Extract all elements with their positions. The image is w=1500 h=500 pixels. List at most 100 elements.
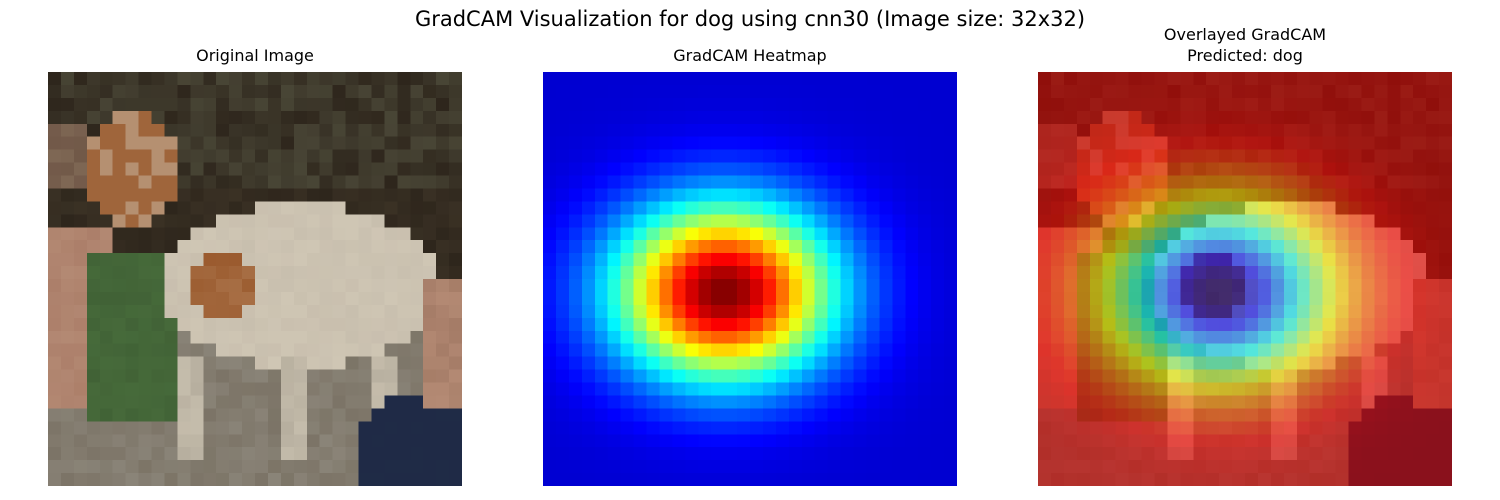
pixel <box>1206 201 1220 215</box>
pixel <box>1050 434 1065 448</box>
pixel <box>73 72 88 86</box>
pixel <box>125 188 139 202</box>
pixel <box>1206 421 1220 435</box>
pixel <box>48 330 62 344</box>
pixel <box>164 369 178 383</box>
pixel <box>1115 369 1129 383</box>
pixel <box>332 460 346 474</box>
pixel <box>1180 136 1194 150</box>
pixel <box>1102 84 1116 99</box>
pixel <box>293 123 308 137</box>
pixel <box>879 291 893 306</box>
pixel <box>255 123 269 137</box>
pixel <box>1335 97 1349 112</box>
pixel <box>293 473 308 486</box>
pixel <box>1154 214 1168 228</box>
pixel <box>229 356 243 370</box>
pixel <box>1387 240 1401 254</box>
pixel <box>607 201 621 215</box>
pixel <box>750 253 764 267</box>
pixel <box>594 84 608 99</box>
pixel <box>581 84 596 99</box>
pixel <box>280 227 295 241</box>
pixel <box>1296 266 1310 280</box>
pixel <box>280 136 295 150</box>
pixel <box>633 434 647 448</box>
pixel <box>568 123 583 137</box>
pixel <box>543 304 557 319</box>
pixel <box>607 123 621 137</box>
pixel <box>125 434 139 448</box>
pixel <box>1076 421 1091 435</box>
pixel <box>1180 123 1194 137</box>
pixel <box>73 421 88 435</box>
pixel <box>449 434 462 448</box>
pixel <box>543 343 557 357</box>
pixel <box>423 162 437 176</box>
pixel <box>646 460 660 474</box>
pixel <box>203 291 217 306</box>
pixel <box>827 447 841 461</box>
pixel <box>1050 266 1065 280</box>
pixel <box>229 110 243 125</box>
pixel <box>267 343 282 357</box>
pixel <box>1283 473 1298 486</box>
pixel <box>267 356 282 370</box>
pixel <box>1413 460 1427 474</box>
pixel <box>1128 460 1142 474</box>
pixel <box>242 356 256 370</box>
pixel <box>607 369 621 383</box>
pixel <box>853 84 867 99</box>
pixel <box>1296 369 1310 383</box>
pixel <box>48 84 62 99</box>
pixel <box>555 460 570 474</box>
pixel <box>1219 473 1233 486</box>
pixel <box>1322 343 1336 357</box>
pixel <box>1439 136 1452 150</box>
pixel <box>306 317 320 332</box>
pixel <box>1089 382 1103 396</box>
pixel <box>319 72 333 86</box>
pixel <box>1232 136 1246 150</box>
pixel <box>1115 408 1129 422</box>
pixel <box>112 460 126 474</box>
pixel <box>1232 473 1246 486</box>
pixel <box>1283 227 1298 241</box>
pixel <box>568 460 583 474</box>
pixel <box>267 149 282 163</box>
pixel <box>892 317 906 332</box>
pixel <box>646 253 660 267</box>
pixel <box>1245 447 1259 461</box>
pixel <box>216 97 230 112</box>
pixel <box>1206 447 1220 461</box>
pixel <box>1257 304 1272 319</box>
pixel <box>801 356 815 370</box>
pixel <box>1089 253 1103 267</box>
pixel <box>1154 317 1168 332</box>
pixel <box>1426 434 1440 448</box>
pixel <box>138 434 152 448</box>
pixel <box>1270 110 1285 125</box>
pixel <box>840 227 854 241</box>
pixel <box>1193 253 1207 267</box>
pixel <box>905 97 919 112</box>
pixel <box>1361 214 1375 228</box>
pixel <box>216 317 230 332</box>
pixel <box>879 369 893 383</box>
pixel <box>203 408 217 422</box>
pixel <box>229 84 243 99</box>
pixel <box>866 460 880 474</box>
pixel <box>1141 149 1155 163</box>
pixel <box>384 434 398 448</box>
pixel <box>293 266 308 280</box>
pixel <box>1154 72 1168 86</box>
pixel <box>879 330 893 344</box>
pixel <box>1387 369 1401 383</box>
pixel <box>762 162 777 176</box>
pixel <box>1387 227 1401 241</box>
pixel <box>242 434 256 448</box>
pixel <box>306 149 320 163</box>
pixel <box>1115 72 1129 86</box>
pixel <box>659 434 673 448</box>
pixel <box>698 123 712 137</box>
